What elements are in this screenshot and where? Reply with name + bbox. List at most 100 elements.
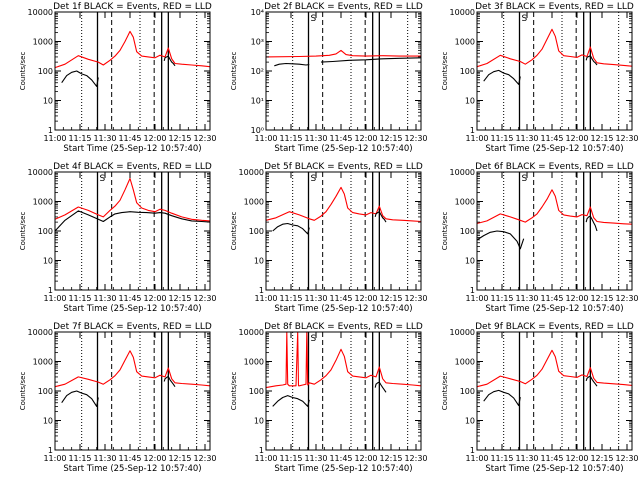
marker-label: S <box>522 14 528 24</box>
detector-panel-3: Det 3f BLACK = Events, RED = LLD S 1 10 100 1… <box>441 2 639 154</box>
detector-panel-6: Det 6f BLACK = Events, RED = LLD S 1 10 100 1… <box>441 162 639 314</box>
y-axis-label: Counts/sec <box>19 52 27 91</box>
events-series-line <box>483 55 598 85</box>
x-axis-label: Start Time (25-Sep-12 10:57:40) <box>485 464 623 474</box>
x-tick-label: 11:45 <box>540 454 563 463</box>
x-tick-label: 11:15 <box>490 294 513 303</box>
y-tick-label: 1 <box>470 286 475 295</box>
y-tick-label: 10000 <box>28 168 53 177</box>
x-tick-label: 11:45 <box>329 294 352 303</box>
detector-panel-7: Det 7f BLACK = Events, RED = LLD 1 10 100 10… <box>19 322 217 474</box>
x-tick-label: 12:30 <box>193 294 216 303</box>
x-axis-label: Start Time (25-Sep-12 10:57:40) <box>63 144 201 154</box>
x-tick-label: 12:15 <box>590 294 613 303</box>
x-tick-label: 12:15 <box>168 454 191 463</box>
x-tick-label: 12:15 <box>168 294 191 303</box>
detector-panel-5: Det 5f BLACK = Events, RED = LLD S 1 10 100 1… <box>230 162 428 314</box>
lld-series-line <box>265 49 421 58</box>
x-axis-label: Start Time (25-Sep-12 10:57:40) <box>485 304 623 314</box>
marker-label: S <box>100 174 106 184</box>
y-tick-label: 1 <box>48 286 53 295</box>
y-tick-label: 10000 <box>28 8 53 17</box>
panel-title: Det 6f BLACK = Events, RED = LLD <box>475 162 634 172</box>
y-tick-label: 10 <box>43 97 53 106</box>
y-tick-label: 1000 <box>455 358 475 367</box>
x-tick-label: 11:15 <box>279 134 302 143</box>
y-tick-label: 100 <box>460 67 475 76</box>
events-series-line <box>61 375 176 407</box>
y-tick-label: 10¹ <box>251 97 264 106</box>
detector-panel-4: Det 4f BLACK = Events, RED = LLD S 1 10 100 1… <box>19 162 217 314</box>
x-tick-label: 12:15 <box>168 134 191 143</box>
events-series-line <box>272 211 387 235</box>
x-tick-label: 12:00 <box>143 454 166 463</box>
x-tick-label: 12:15 <box>379 454 402 463</box>
y-axis-label: Counts/sec <box>230 52 238 91</box>
events-series-line <box>483 375 598 407</box>
y-tick-label: 1000 <box>244 198 264 207</box>
events-series-line <box>54 210 211 232</box>
x-tick-label: 11:00 <box>43 134 66 143</box>
y-axis-label: Counts/sec <box>19 212 27 251</box>
x-tick-label: 11:00 <box>43 454 66 463</box>
x-tick-label: 12:30 <box>404 134 427 143</box>
y-tick-label: 100 <box>249 227 264 236</box>
x-tick-label: 12:30 <box>193 454 216 463</box>
x-tick-label: 11:15 <box>68 454 91 463</box>
x-tick-label: 11:30 <box>515 294 538 303</box>
x-tick-label: 12:30 <box>615 454 638 463</box>
panel-title: Det 7f BLACK = Events, RED = LLD <box>53 322 212 332</box>
y-tick-label: 1000 <box>33 38 53 47</box>
x-tick-label: 11:30 <box>515 454 538 463</box>
x-axis-label: Start Time (25-Sep-12 10:57:40) <box>485 144 623 154</box>
marker-label: S <box>522 174 528 184</box>
y-tick-label: 1000 <box>33 358 53 367</box>
panel-title: Det 2f BLACK = Events, RED = LLD <box>264 2 423 12</box>
x-tick-label: 12:00 <box>565 454 588 463</box>
x-tick-label: 12:00 <box>565 294 588 303</box>
lld-series-line <box>476 28 633 68</box>
plot-frame <box>265 331 422 451</box>
x-tick-label: 11:30 <box>93 134 116 143</box>
y-tick-label: 10 <box>43 417 53 426</box>
x-tick-label: 12:15 <box>379 134 402 143</box>
y-tick-label: 1 <box>48 446 53 455</box>
marker-label: S <box>311 174 317 184</box>
y-tick-label: 1000 <box>455 38 475 47</box>
y-tick-label: 10 <box>254 417 264 426</box>
detector-panel-1: Det 1f BLACK = Events, RED = LLD 1 10 100 10… <box>19 2 217 154</box>
marker-label: S <box>311 334 317 344</box>
y-tick-label: 10 <box>465 97 475 106</box>
y-axis-label: Counts/sec <box>230 372 238 411</box>
y-tick-label: 10⁴ <box>251 8 264 17</box>
panel-title: Det 5f BLACK = Events, RED = LLD <box>264 162 423 172</box>
x-tick-label: 11:00 <box>254 294 277 303</box>
x-tick-label: 12:30 <box>615 134 638 143</box>
x-tick-label: 11:45 <box>118 294 141 303</box>
y-tick-label: 10⁰ <box>251 126 264 135</box>
y-tick-label: 10000 <box>450 328 475 337</box>
x-tick-label: 11:30 <box>304 294 327 303</box>
x-axis-label: Start Time (25-Sep-12 10:57:40) <box>63 304 201 314</box>
y-tick-label: 10 <box>465 257 475 266</box>
x-tick-label: 11:00 <box>465 454 488 463</box>
lld-series-line <box>476 349 633 388</box>
y-tick-label: 100 <box>249 387 264 396</box>
x-tick-label: 11:15 <box>68 294 91 303</box>
plot-frame <box>54 331 211 451</box>
y-tick-label: 1 <box>259 286 264 295</box>
x-tick-label: 11:15 <box>68 134 91 143</box>
y-axis-label: Counts/sec <box>441 372 449 411</box>
x-tick-label: 11:15 <box>490 134 513 143</box>
y-axis-label: Counts/sec <box>441 212 449 251</box>
x-tick-label: 11:15 <box>490 454 513 463</box>
x-tick-label: 11:30 <box>93 294 116 303</box>
y-tick-label: 1000 <box>33 198 53 207</box>
y-tick-label: 100 <box>460 227 475 236</box>
events-series-line <box>274 57 422 67</box>
events-series-line <box>476 215 598 250</box>
x-tick-label: 12:15 <box>590 454 613 463</box>
lld-series-line <box>54 177 211 222</box>
x-axis-label: Start Time (25-Sep-12 10:57:40) <box>274 304 412 314</box>
y-tick-label: 1 <box>470 126 475 135</box>
